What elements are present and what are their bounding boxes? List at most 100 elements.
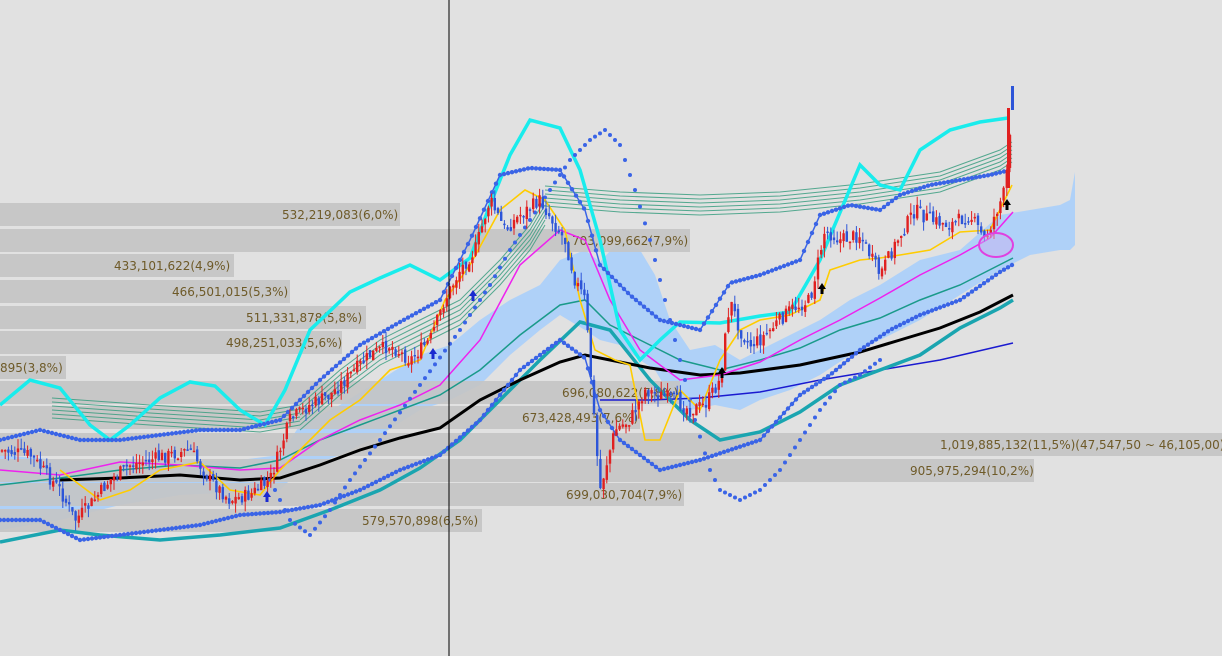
volume-profile-label: 673,428,493(7,6%) <box>522 411 638 425</box>
candle-body <box>912 214 916 219</box>
candle-body <box>244 489 247 502</box>
ribbon-line <box>544 141 1013 196</box>
candle-body <box>468 264 471 272</box>
candle-body <box>570 257 573 271</box>
candle-body <box>583 289 586 296</box>
candle-body <box>554 222 557 232</box>
envelope-dot <box>473 305 477 310</box>
candle-body <box>276 451 279 472</box>
candle-body <box>308 405 311 412</box>
envelope-dot <box>483 290 487 295</box>
candle-body <box>378 346 381 349</box>
candle-body <box>436 314 439 326</box>
ribbon-line <box>51 405 301 421</box>
envelope-dot <box>638 204 642 209</box>
envelope-dot <box>683 378 687 382</box>
envelope-dot <box>633 188 637 192</box>
candle-body <box>442 308 445 313</box>
volume-profile-label: 699,030,704(7,9%) <box>566 488 682 502</box>
ribbon-line <box>544 145 1013 200</box>
candle-body <box>432 327 436 331</box>
candle-body <box>845 231 848 242</box>
candle-body <box>599 458 602 489</box>
envelope-dot <box>853 375 857 380</box>
candle-body <box>839 239 842 244</box>
candle-body <box>903 233 906 236</box>
candle-body <box>298 407 301 409</box>
envelope-dot <box>753 490 757 495</box>
envelope-dot <box>503 256 507 261</box>
candle-body <box>503 223 506 226</box>
envelope-dot <box>293 521 297 526</box>
candle-body <box>61 488 64 502</box>
envelope-dot <box>653 258 657 262</box>
candle-body <box>826 231 829 234</box>
envelope-dot <box>848 378 852 382</box>
candle-body <box>84 503 87 506</box>
candle-body <box>496 208 500 214</box>
candle-body <box>957 213 960 219</box>
envelope-dot <box>533 210 537 215</box>
candle-body <box>48 467 52 485</box>
candle-body <box>992 216 996 230</box>
volume-profile-bar <box>0 483 684 506</box>
ma-short-line <box>0 211 1014 476</box>
candle-body <box>423 342 426 346</box>
candle-body <box>183 449 186 451</box>
envelope-dot <box>463 320 467 325</box>
candle-body <box>551 216 554 224</box>
envelope-dot <box>468 313 472 317</box>
envelope-dot <box>353 471 357 476</box>
envelope-dot <box>608 133 612 137</box>
candle-body <box>176 458 180 461</box>
candle-body <box>880 268 884 277</box>
envelope-dot <box>858 373 862 377</box>
volume-profile-bar <box>0 254 234 277</box>
envelope-dot <box>403 403 407 408</box>
candle-body <box>407 363 410 366</box>
candle-body <box>864 242 868 244</box>
candle-body <box>896 240 900 243</box>
candle-body <box>272 472 276 475</box>
candle-body <box>445 298 448 307</box>
candle-body <box>144 459 148 462</box>
envelope-dot <box>453 334 457 339</box>
envelope-dot <box>663 298 667 302</box>
candle-body <box>506 227 509 230</box>
candle-body <box>477 232 480 245</box>
candle-body <box>160 452 164 461</box>
candle-body <box>752 344 756 347</box>
candle-body <box>576 283 580 287</box>
candle-body <box>519 214 522 217</box>
candle-body <box>615 429 618 436</box>
candle-body <box>541 196 544 209</box>
envelope-dot <box>423 376 427 381</box>
candle-body <box>96 494 100 497</box>
candle-body <box>237 497 240 500</box>
candle-body <box>167 450 170 464</box>
candle-body <box>512 219 516 229</box>
candle-body <box>983 230 986 237</box>
envelope-dot <box>598 131 602 136</box>
candle-body <box>157 450 160 461</box>
candle-body <box>884 259 887 271</box>
volume-profile-bar <box>0 280 290 303</box>
candle-body <box>612 433 615 450</box>
envelope-dot <box>578 148 582 152</box>
candle-body <box>52 481 55 487</box>
candle-body <box>135 462 138 470</box>
candle-body <box>922 209 925 223</box>
candle-body <box>634 410 637 413</box>
candle-body <box>196 449 199 462</box>
candle-body <box>708 392 711 410</box>
candle-body <box>228 498 231 504</box>
volume-profile-bar <box>0 331 342 354</box>
candle-body <box>810 292 813 298</box>
candle-body <box>141 462 144 466</box>
candle-body <box>103 482 106 492</box>
candle-body <box>71 507 74 512</box>
envelope-dot <box>443 348 447 353</box>
envelope-dot <box>833 389 837 394</box>
candle-body <box>762 335 765 346</box>
